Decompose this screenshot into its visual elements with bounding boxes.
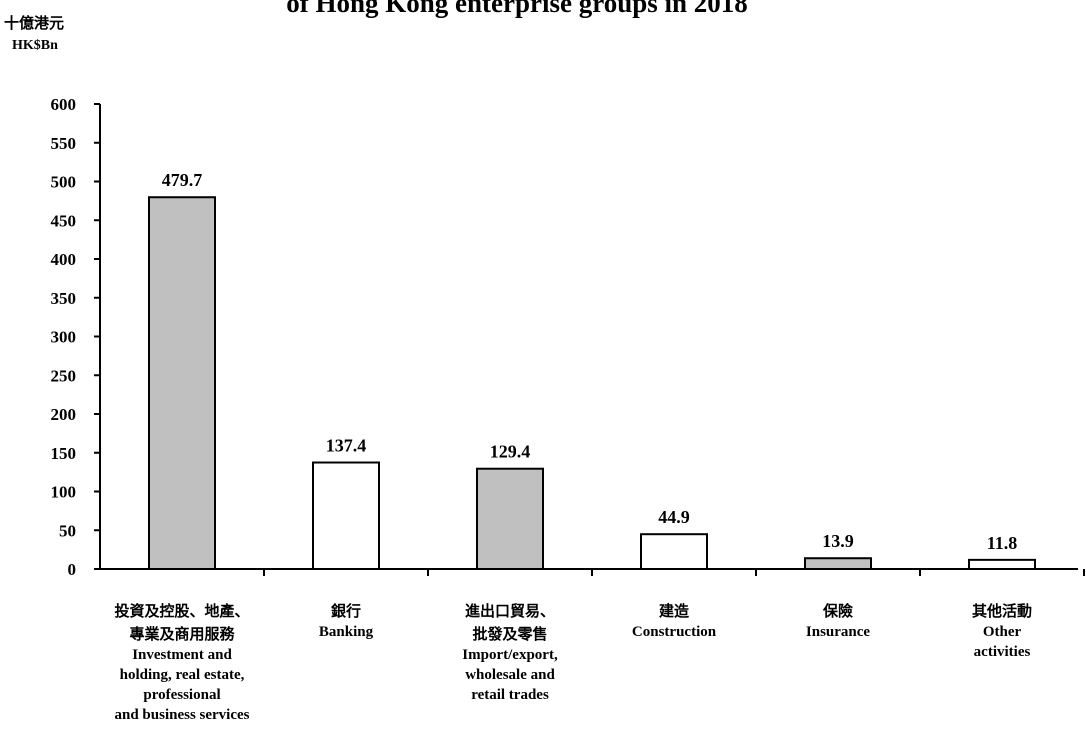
category-label-english: Construction [632,624,717,640]
y-tick-label: 500 [51,173,77,192]
bar [148,196,216,570]
category-label-english: wholesale and [465,667,555,683]
category-label-chinese: 批發及零售 [472,625,547,643]
category-label-english: Other [983,624,1022,640]
category-label-chinese: 專業及商用服務 [129,625,235,643]
category-label-english: professional [143,687,220,703]
category-labels: 投資及控股、地產、專業及商用服務 Investment and holding, r… [114,602,1032,723]
category-label-english: Insurance [806,624,871,640]
bar [640,533,708,571]
bar-value-label: 137.4 [326,436,367,456]
category-label-chinese: 投資及控股、地產、 [114,602,249,620]
category-label-english: activities [974,644,1031,660]
y-tick-label: 550 [51,134,77,153]
category-label-chinese: 進出口貿易、 [465,602,555,620]
y-tick-label: 350 [51,289,77,308]
y-tick-label: 150 [51,444,77,463]
bar [312,461,380,571]
bar [476,467,544,570]
y-tick-label: 250 [51,366,77,385]
y-tick-label: 300 [51,328,77,347]
bars [148,196,1036,571]
bar-value-label: 13.9 [822,531,854,551]
value-labels: 479.7 137.4 129.4 44.9 13.9 11.8 [162,170,1018,553]
category-label-english: and business services [114,707,249,723]
y-unit-chinese: 十億港元 [4,14,64,32]
category-label-english: Import/export, [462,647,558,663]
category-label-chinese: 建造 [659,602,689,620]
bar-value-label: 479.7 [162,170,203,190]
bar-value-label: 11.8 [987,533,1018,553]
y-unit-english: HK$Bn [12,38,58,53]
chart-title: of Hong Kong enterprise groups in 2018 [286,0,748,18]
bar-value-label: 44.9 [658,507,690,527]
y-tick-label: 100 [51,483,77,502]
category-label-chinese: 銀行 [331,602,361,620]
y-tick-label: 450 [51,211,77,230]
y-axis: 0 50 100 150 200 250 300 350 400 450 500 550 600 [51,95,101,579]
bar [968,558,1036,570]
y-tick-label: 200 [51,405,77,424]
category-label-english: Investment and [132,647,232,663]
category-label-english: Banking [319,624,374,640]
y-tick-label: 600 [51,95,77,114]
category-label-english: retail trades [471,687,549,703]
bar [804,557,872,570]
y-tick-label: 0 [68,560,77,579]
category-label-chinese: 保險 [822,602,853,620]
x-axis [100,568,1085,576]
y-tick-label: 400 [51,250,77,269]
category-label-chinese: 其他活動 [972,602,1032,620]
category-label-english: holding, real estate, [120,667,245,683]
y-tick-label: 50 [59,521,76,540]
bar-value-label: 129.4 [490,442,531,462]
